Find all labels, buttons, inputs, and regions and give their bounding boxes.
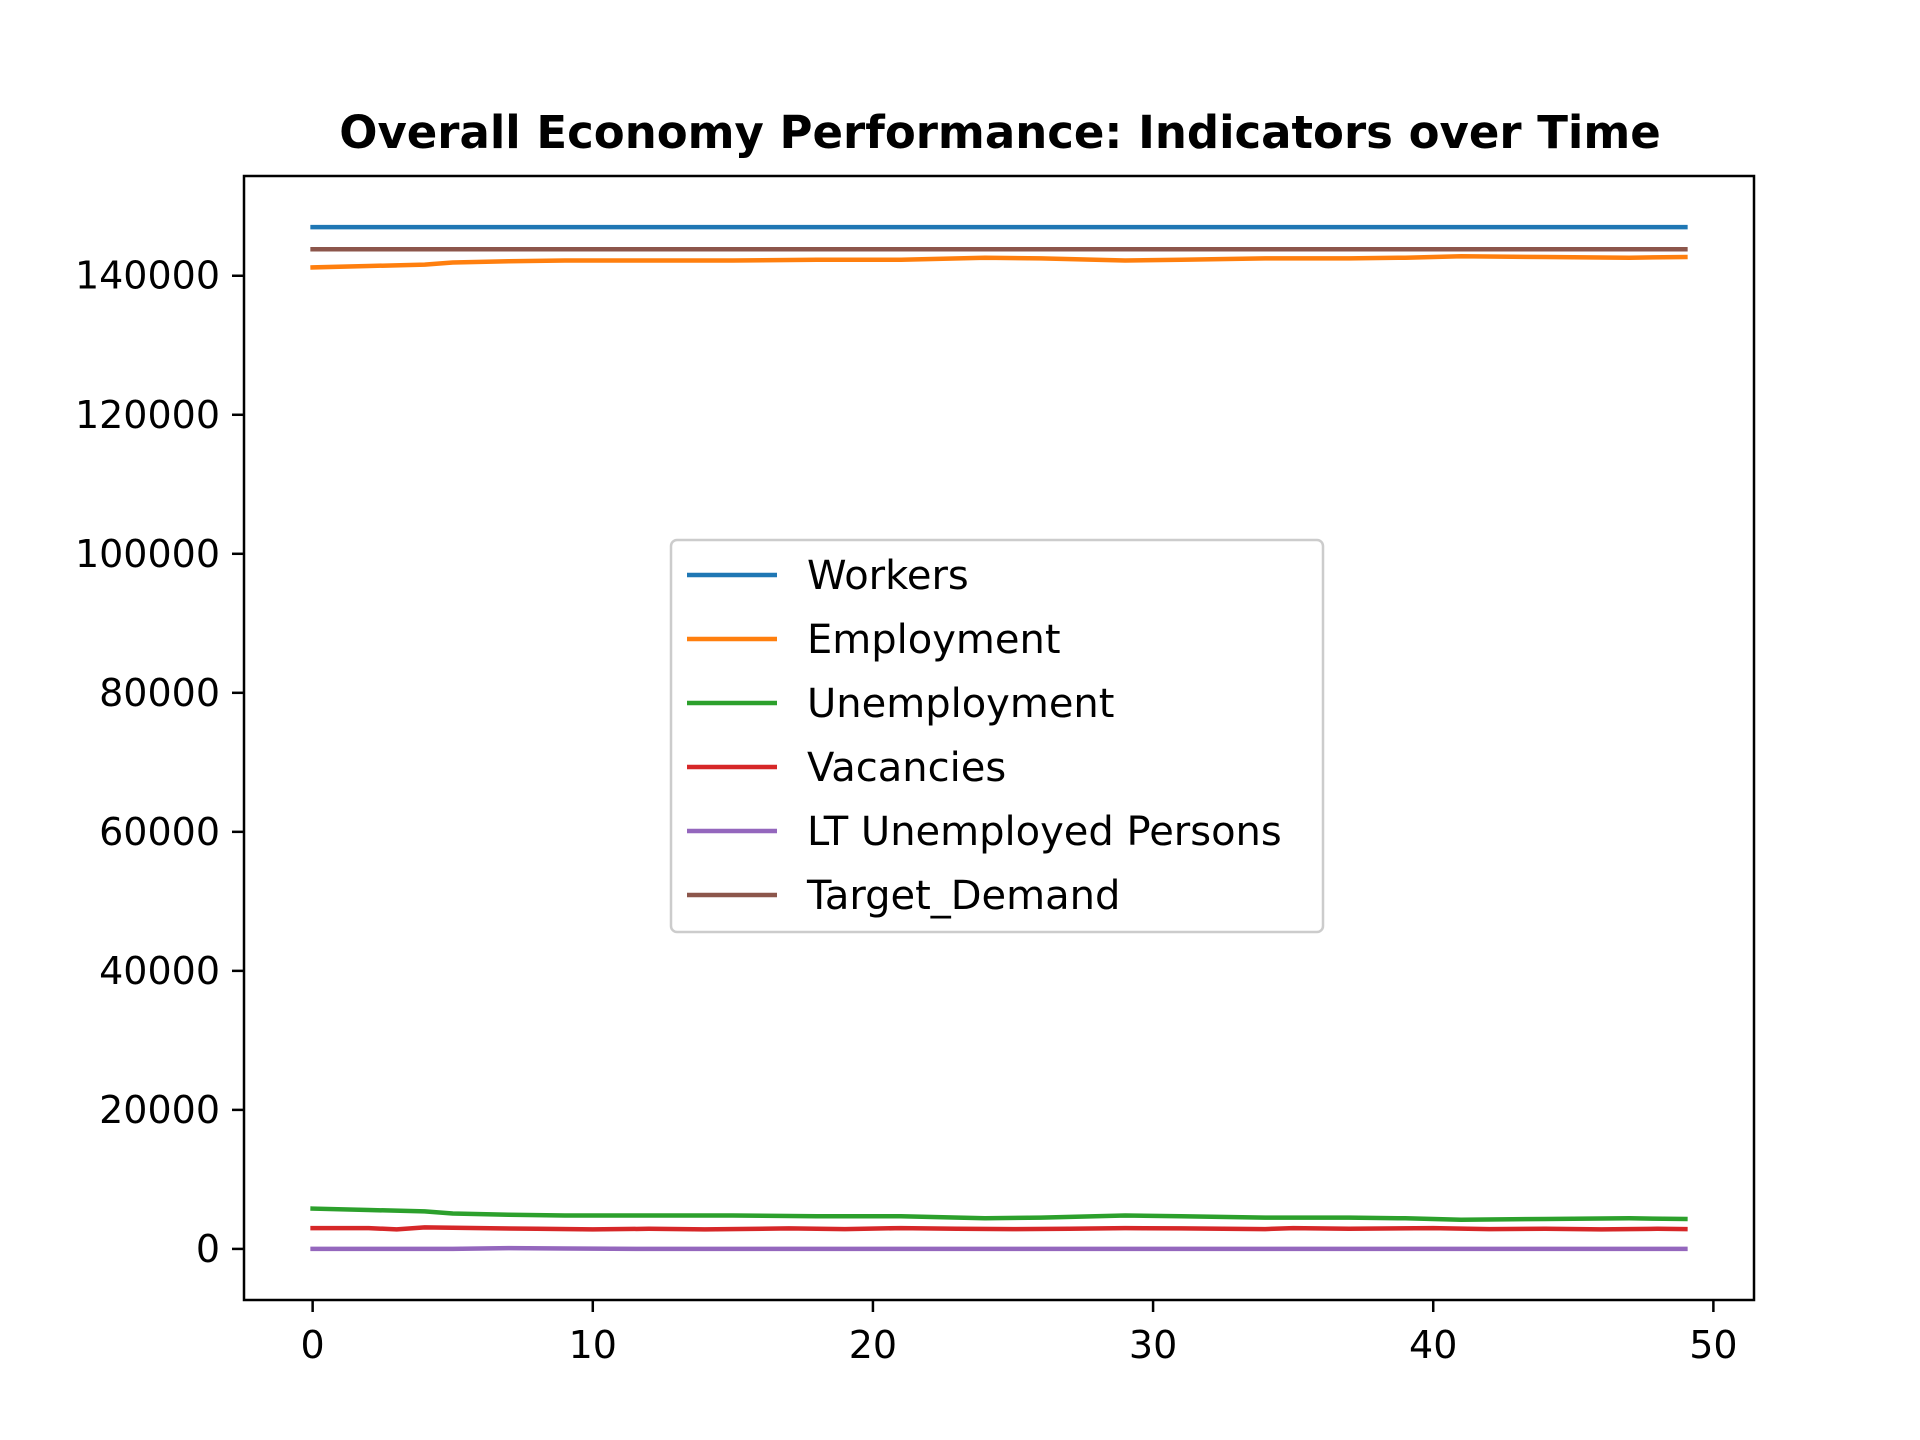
x-tick-label: 20 <box>849 1323 897 1367</box>
axes: 0 10 20 30 40 50 0 20000 40000 60000 80000 100000 12… <box>75 174 1756 1367</box>
legend: Workers Employment Unemployment Vacancies LT… <box>669 538 1325 934</box>
y-tick-label: 80000 <box>99 671 220 715</box>
y-tick-label: 100000 <box>75 532 220 576</box>
y-tick-label: 0 <box>196 1227 220 1271</box>
y-tick-label: 60000 <box>99 810 220 854</box>
legend-label-0: Workers <box>807 553 969 599</box>
series-line-2 <box>310 1206 1688 1222</box>
series-line-4 <box>310 1245 1688 1252</box>
plot-area <box>310 224 1688 1252</box>
x-tick-label: 30 <box>1129 1323 1177 1367</box>
legend-box <box>669 538 1325 934</box>
legend-label-1: Employment <box>807 617 1061 663</box>
x-tick-label: 40 <box>1409 1323 1457 1367</box>
legend-label-4: LT Unemployed Persons <box>807 809 1282 855</box>
x-tick-label: 50 <box>1689 1323 1737 1367</box>
y-tick-label: 140000 <box>75 254 220 298</box>
plot-frame <box>242 174 1756 1302</box>
legend-label-5: Target_Demand <box>806 873 1120 919</box>
legend-label-2: Unemployment <box>807 681 1114 727</box>
x-tick-label: 0 <box>301 1323 325 1367</box>
y-tick-label: 120000 <box>75 393 220 437</box>
y-tick-label: 20000 <box>99 1088 220 1132</box>
series-line-1 <box>310 254 1688 270</box>
chart-title: Overall Economy Performance: Indicators … <box>339 106 1661 159</box>
y-tick-label: 40000 <box>99 949 220 993</box>
legend-label-3: Vacancies <box>807 745 1006 791</box>
x-tick-label: 10 <box>569 1323 617 1367</box>
series-line-3 <box>310 1225 1688 1232</box>
